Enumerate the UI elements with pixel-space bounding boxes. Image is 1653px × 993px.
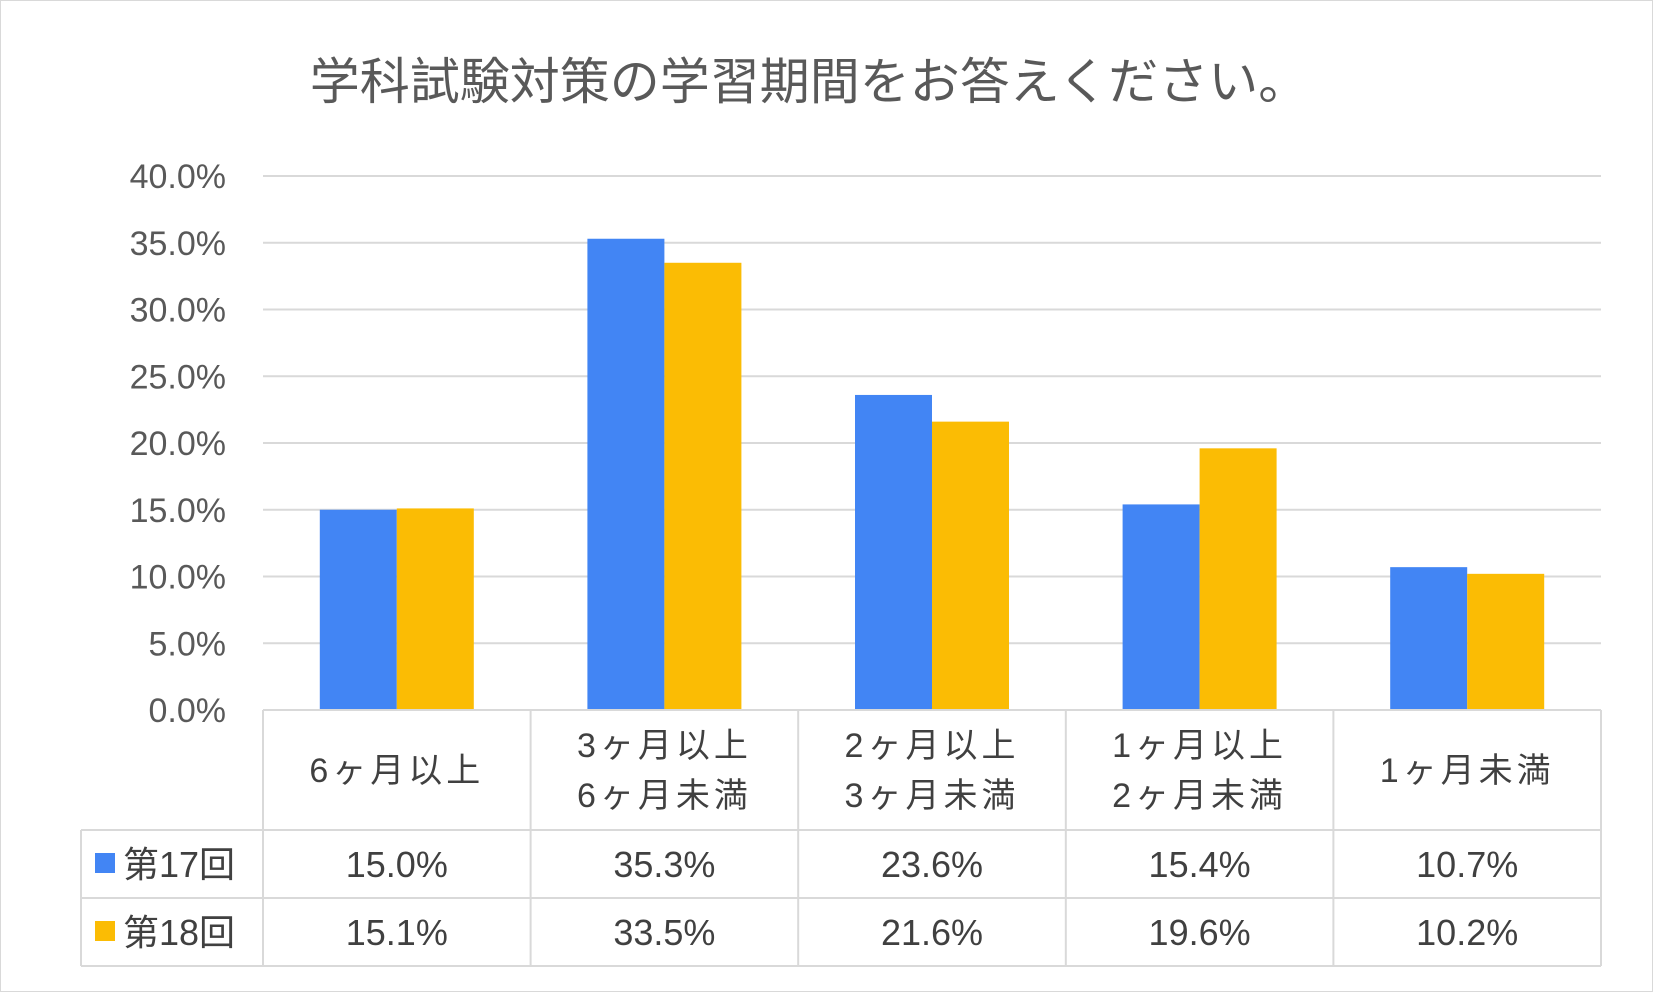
data-label: 15.0% bbox=[346, 844, 448, 885]
y-tick-label: 30.0% bbox=[130, 292, 226, 330]
y-tick-label: 25.0% bbox=[130, 358, 226, 396]
chart-title: 学科試験対策の学習期間をお答えください。 bbox=[310, 54, 1309, 110]
y-tick-label: 15.0% bbox=[130, 492, 226, 530]
data-label: 15.4% bbox=[1149, 844, 1251, 885]
data-label: 33.5% bbox=[613, 912, 715, 953]
data-label: 10.7% bbox=[1416, 844, 1518, 885]
y-tick-label: 10.0% bbox=[130, 559, 226, 597]
category-label: 3ヶ月以上 bbox=[577, 727, 752, 765]
y-tick-label: 5.0% bbox=[149, 625, 227, 663]
y-tick-label: 35.0% bbox=[130, 225, 226, 263]
bar bbox=[587, 238, 665, 710]
bar bbox=[855, 394, 932, 710]
data-label: 10.2% bbox=[1416, 912, 1518, 953]
data-label: 21.6% bbox=[881, 912, 983, 953]
bar bbox=[1467, 573, 1545, 710]
y-axis: 0.0% 5.0% 10.0% 15.0% 20.0% 25.0% 30.0% 35.0% 40… bbox=[130, 158, 226, 730]
bars bbox=[319, 238, 1545, 710]
bar bbox=[1390, 567, 1468, 710]
data-label: 35.3% bbox=[613, 844, 715, 885]
legend-key bbox=[95, 921, 115, 941]
legend-key bbox=[95, 853, 115, 873]
category-label: 1ヶ月未満 bbox=[1380, 752, 1555, 790]
category-label: 1ヶ月以上 bbox=[1112, 727, 1287, 765]
data-table: 6ヶ月以上 3ヶ月以上 6ヶ月未満 2ヶ月以上 3ヶ月未満 1ヶ月以上 2ヶ月未満 1ヶ月未満… bbox=[80, 709, 1602, 967]
y-tick-label: 20.0% bbox=[130, 425, 226, 463]
legend-label: 第17回 bbox=[123, 844, 235, 885]
data-label: 23.6% bbox=[881, 844, 983, 885]
category-label: 2ヶ月未満 bbox=[1112, 777, 1287, 815]
bar bbox=[396, 508, 474, 710]
category-label: 3ヶ月未満 bbox=[845, 777, 1020, 815]
category-label: 2ヶ月以上 bbox=[845, 727, 1020, 765]
bar bbox=[932, 421, 1009, 710]
bar bbox=[1199, 448, 1277, 710]
bar bbox=[319, 509, 397, 710]
category-label: 6ヶ月以上 bbox=[309, 752, 484, 790]
bar bbox=[664, 262, 742, 710]
legend-label: 第18回 bbox=[123, 912, 235, 953]
data-label: 19.6% bbox=[1149, 912, 1251, 953]
category-label: 6ヶ月未満 bbox=[577, 777, 752, 815]
y-tick-label: 0.0% bbox=[149, 692, 227, 730]
y-tick-label: 40.0% bbox=[130, 158, 226, 196]
data-label: 15.1% bbox=[346, 912, 448, 953]
bar bbox=[1122, 504, 1200, 710]
